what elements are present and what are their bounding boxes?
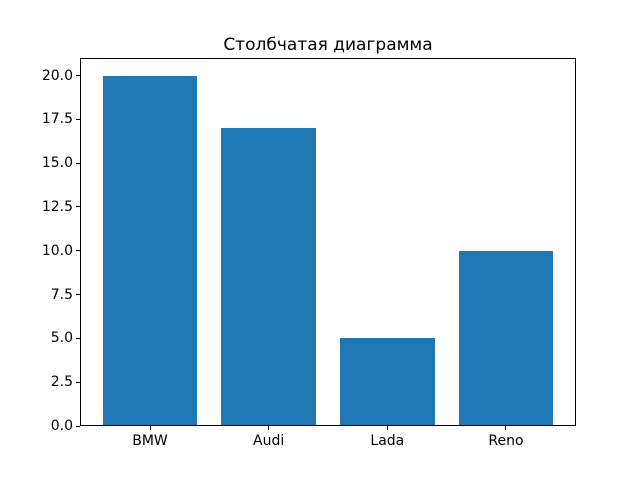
bar-audi [221, 128, 317, 426]
x-axis-tick-label: Reno [488, 433, 524, 449]
x-axis-tick-label: Lada [370, 433, 405, 449]
y-axis-tick-mark [76, 250, 80, 252]
y-axis-tick-label: 20.0 [41, 67, 73, 84]
x-axis-tick-label: Audi [253, 433, 285, 449]
x-axis-tick-mark [505, 426, 507, 430]
y-axis-tick-label: 0.0 [50, 418, 73, 434]
chart-title: Столбчатая диаграмма [223, 35, 433, 55]
x-axis-tick-mark [149, 426, 151, 430]
y-axis-tick-mark [76, 118, 80, 120]
x-axis-tick-mark [268, 426, 270, 430]
y-axis-tick-label: 12.5 [41, 198, 73, 215]
y-axis-tick-label: 2.5 [50, 374, 73, 391]
bar-reno [458, 250, 554, 426]
bar-bmw [102, 75, 198, 426]
y-axis-tick-mark [76, 337, 80, 339]
y-axis-tick-mark [76, 162, 80, 164]
bar-lada [339, 338, 435, 426]
y-axis-tick-mark [76, 381, 80, 383]
y-axis-tick-mark [76, 206, 80, 208]
y-axis-tick-label: 17.5 [41, 111, 73, 128]
y-axis-tick-mark [76, 425, 80, 427]
x-axis-tick-label: BMW [132, 433, 168, 449]
y-axis-tick-label: 7.5 [50, 286, 73, 303]
x-axis-tick-mark [386, 426, 388, 430]
y-axis-tick-label: 15.0 [41, 155, 73, 172]
y-axis-tick-mark [76, 294, 80, 296]
y-axis-tick-label: 5.0 [50, 330, 73, 347]
y-axis-tick-label: 10.0 [41, 242, 73, 259]
y-axis-tick-mark [76, 75, 80, 77]
